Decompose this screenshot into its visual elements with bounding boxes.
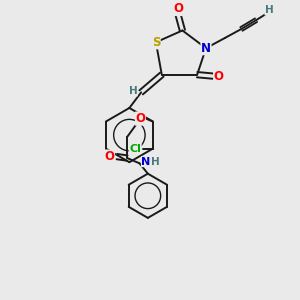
Text: O: O bbox=[173, 2, 183, 16]
Text: H: H bbox=[152, 157, 160, 166]
Text: S: S bbox=[152, 36, 160, 49]
Text: Cl: Cl bbox=[129, 144, 141, 154]
Text: H: H bbox=[265, 5, 274, 15]
Text: H: H bbox=[128, 86, 137, 96]
Text: O: O bbox=[136, 112, 146, 125]
Text: N: N bbox=[201, 42, 211, 55]
Text: O: O bbox=[214, 70, 224, 83]
Text: N: N bbox=[141, 157, 151, 166]
Text: O: O bbox=[104, 150, 115, 163]
